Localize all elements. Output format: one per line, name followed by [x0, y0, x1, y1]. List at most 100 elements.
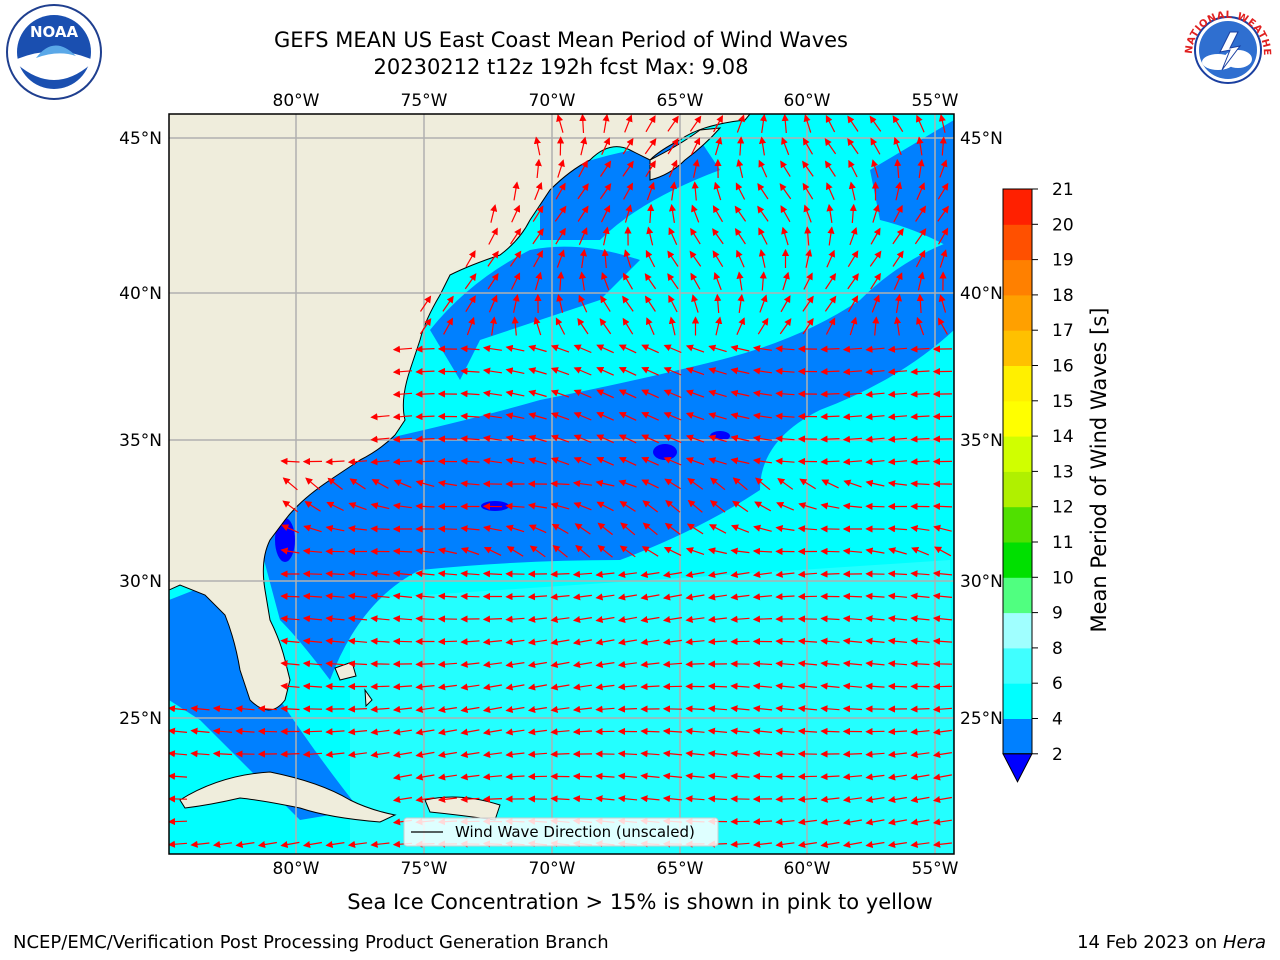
- wind-wave-arrow: [557, 159, 565, 178]
- wind-wave-arrow: [235, 727, 255, 735]
- wind-wave-arrow: [482, 728, 502, 736]
- wind-wave-arrow: [347, 660, 368, 668]
- wind-wave-arrow: [512, 181, 520, 201]
- wind-wave-arrow: [937, 205, 949, 222]
- wind-wave-arrow: [641, 411, 659, 421]
- wind-wave-arrow: [572, 683, 592, 691]
- wind-wave-arrow: [847, 250, 859, 268]
- wind-wave-arrow: [528, 524, 547, 534]
- wind-wave-arrow: [887, 637, 908, 645]
- wind-wave-arrow: [641, 479, 659, 489]
- wind-wave-arrow: [797, 682, 818, 690]
- wind-wave-arrow: [596, 456, 614, 466]
- wind-wave-arrow: [803, 114, 812, 133]
- wind-wave-arrow: [257, 727, 278, 735]
- wind-wave-arrow: [662, 593, 683, 601]
- wind-wave-arrow: [483, 524, 502, 532]
- wind-wave-arrow: [669, 181, 677, 201]
- wind-wave-arrow: [618, 434, 637, 444]
- wind-wave-arrow: [687, 499, 703, 513]
- wind-wave-arrow: [282, 500, 299, 513]
- wind-wave-arrow: [775, 705, 795, 713]
- wind-wave-arrow: [668, 203, 677, 223]
- wind-wave-arrow: [686, 523, 704, 535]
- wind-wave-arrow: [937, 182, 949, 200]
- wind-wave-arrow: [505, 367, 525, 375]
- wind-wave-arrow: [736, 271, 744, 291]
- wind-wave-arrow: [325, 592, 345, 600]
- wind-wave-arrow: [932, 615, 953, 623]
- wind-wave-arrow: [573, 412, 592, 421]
- wind-wave-arrow: [910, 525, 930, 533]
- colorbar-tick-label: 12: [1052, 498, 1074, 518]
- wind-wave-arrow: [212, 840, 232, 848]
- wind-wave-arrow: [887, 818, 908, 826]
- wind-wave-arrow: [392, 705, 412, 713]
- wind-wave-arrow: [646, 181, 655, 201]
- wind-wave-arrow: [888, 547, 907, 555]
- wind-wave-arrow: [550, 344, 570, 353]
- wind-wave-arrow: [916, 316, 925, 336]
- wind-wave-arrow: [932, 592, 953, 600]
- wind-wave-arrow: [595, 638, 615, 646]
- wind-wave-arrow: [347, 840, 367, 848]
- wind-wave-arrow: [730, 615, 750, 623]
- wind-wave-arrow: [820, 727, 840, 735]
- wind-wave-arrows: [169, 114, 953, 849]
- wind-wave-arrow: [489, 316, 497, 336]
- wind-wave-arrow: [752, 750, 773, 758]
- wind-wave-arrow: [392, 592, 413, 600]
- wind-wave-arrow: [707, 615, 727, 623]
- wind-wave-arrow: [550, 457, 570, 466]
- wind-wave-arrow: [685, 434, 705, 443]
- colorbar-segment: [1003, 365, 1032, 402]
- wind-wave-arrow: [595, 615, 615, 624]
- arrow-legend-label: Wind Wave Direction (unscaled): [455, 823, 695, 841]
- wind-wave-arrow: [640, 795, 660, 803]
- wind-wave-arrow: [617, 638, 637, 646]
- wind-wave-arrow: [690, 227, 701, 245]
- wind-wave-arrow: [663, 367, 682, 376]
- wind-wave-arrow: [371, 479, 389, 489]
- wind-wave-arrow: [754, 501, 772, 512]
- colorbar-tick-label: 15: [1052, 392, 1074, 412]
- wind-wave-arrow: [820, 818, 840, 826]
- wind-wave-arrow: [664, 522, 681, 535]
- lat-label-left-35n: 35°N: [119, 431, 162, 451]
- wind-wave-arrow: [370, 637, 390, 645]
- wind-wave-arrow: [707, 750, 728, 758]
- wind-wave-arrow: [668, 294, 678, 313]
- wind-wave-arrow: [281, 524, 299, 534]
- wind-wave-arrow: [910, 390, 930, 398]
- wind-wave-arrow: [550, 593, 570, 601]
- wind-wave-arrow: [280, 592, 300, 600]
- period-band-6-8: [350, 560, 954, 854]
- wind-wave-arrow: [533, 136, 541, 156]
- wind-wave-arrow: [415, 592, 435, 600]
- wind-wave-arrow: [617, 615, 638, 624]
- wind-wave-arrow: [752, 570, 772, 578]
- wind-wave-arrow: [600, 160, 612, 177]
- wind-wave-arrow: [735, 182, 746, 200]
- wind-wave-arrow: [370, 570, 390, 578]
- wind-wave-arrow: [347, 705, 368, 713]
- wind-wave-arrow: [482, 638, 503, 646]
- wind-wave-arrow: [736, 159, 744, 178]
- wind-wave-arrow: [190, 705, 210, 713]
- wind-wave-arrow: [392, 390, 413, 398]
- wind-wave-arrow: [781, 114, 789, 134]
- wind-wave-arrow: [713, 181, 722, 201]
- wind-wave-arrow: [595, 705, 615, 713]
- wind-wave-arrow: [871, 294, 880, 313]
- lon-label-top-80w: 80°W: [273, 91, 320, 111]
- lat-label-right-45n: 45°N: [960, 129, 1003, 149]
- wind-wave-arrow: [910, 480, 930, 488]
- wind-wave-arrow: [663, 389, 682, 399]
- wind-wave-arrow: [849, 316, 858, 336]
- wind-wave-arrow: [347, 637, 368, 645]
- wind-wave-arrow: [915, 205, 927, 222]
- wind-wave-arrow: [644, 138, 657, 155]
- wind-wave-arrow: [347, 750, 367, 758]
- wind-wave-arrow: [370, 525, 390, 533]
- wind-wave-arrow: [620, 522, 636, 536]
